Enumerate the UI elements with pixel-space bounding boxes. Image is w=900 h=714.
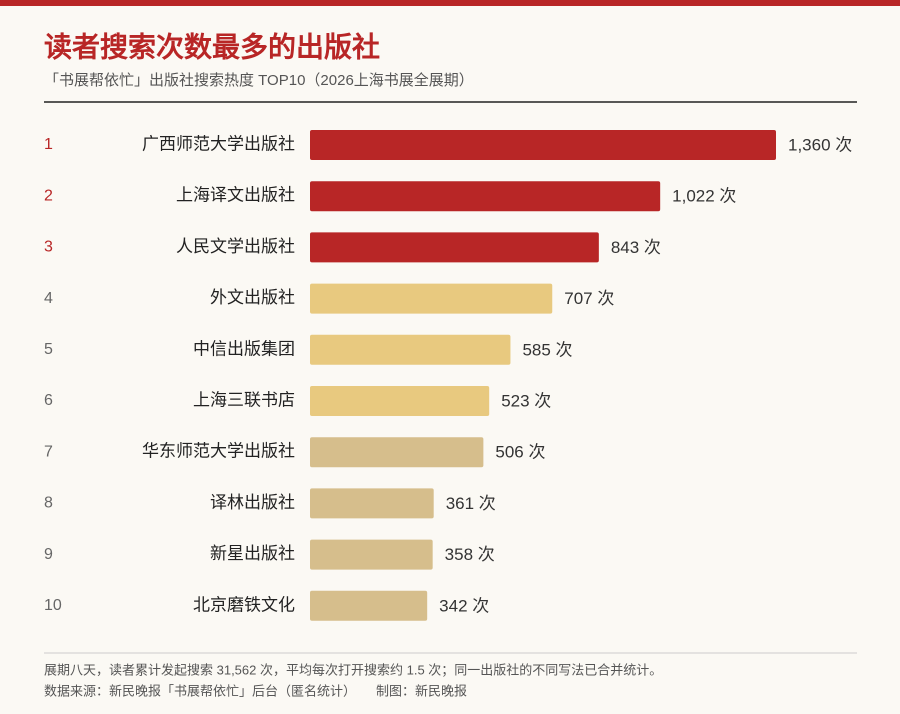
bar [310,437,484,468]
category-label: 中信出版集团 [193,339,295,358]
category-label: 广西师范大学出版社 [142,134,295,153]
top-band [0,0,900,6]
bar [310,232,599,263]
rank-label: 3 [44,239,53,256]
value-label: 361 次 [446,494,496,513]
bar [310,539,433,570]
value-label: 1,360 次 [788,135,852,154]
rank-label: 6 [44,392,53,409]
category-label: 上海译文出版社 [176,186,295,205]
value-label: 843 次 [611,238,661,257]
bar [310,181,661,212]
rank-label: 1 [44,136,53,153]
rank-label: 10 [44,597,62,614]
rank-label: 2 [44,187,53,204]
category-label: 华东师范大学出版社 [142,442,295,461]
chart-subtitle: 「书展帮依忙」出版社搜索热度 TOP10（2026上海书展全展期） [44,71,474,89]
rank-label: 9 [44,546,53,563]
rank-label: 7 [44,443,53,460]
source: 数据来源：新民晚报「书展帮依忙」后台（匿名统计） [44,683,356,698]
value-label: 585 次 [522,340,572,359]
bar [310,130,776,160]
value-label: 1,022 次 [672,187,736,206]
bar [310,488,434,519]
bar [310,386,490,416]
rank-label: 5 [44,341,53,358]
bar [310,283,553,314]
rank-label: 8 [44,495,53,512]
rank-label: 4 [44,290,53,307]
value-label: 342 次 [439,596,489,615]
bar [310,590,428,621]
footnote: 展期八天，读者累计发起搜索 31,562 次，平均每次打开搜索约 1.5 次；同… [44,662,662,678]
category-label: 译林出版社 [210,493,295,512]
category-label: 外文出版社 [210,288,295,307]
chart-title: 读者搜索次数最多的出版社 [44,30,380,63]
credit: 制图：新民晚报 [376,683,467,698]
value-label: 358 次 [445,545,495,564]
category-label: 上海三联书店 [193,390,295,409]
category-label: 新星出版社 [210,544,295,563]
category-label: 北京磨铁文化 [193,595,295,614]
value-label: 506 次 [495,443,545,462]
value-label: 707 次 [564,289,614,308]
value-label: 523 次 [501,391,551,410]
category-label: 人民文学出版社 [176,237,295,256]
bar [310,334,511,365]
